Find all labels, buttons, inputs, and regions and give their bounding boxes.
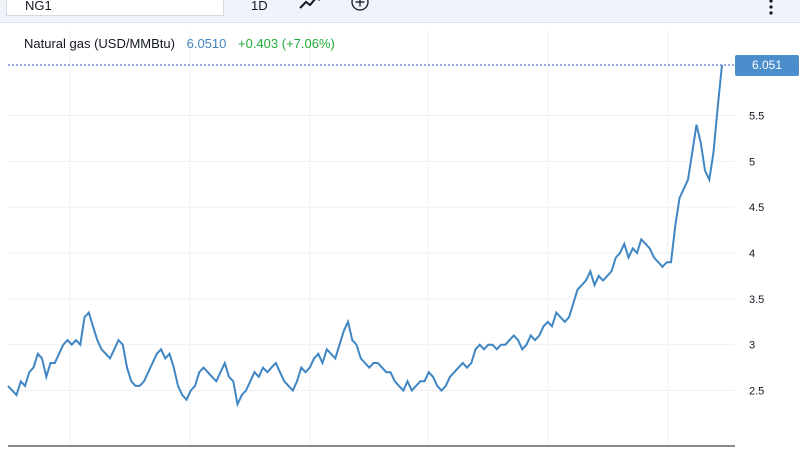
series-price: 6.0510 <box>186 36 227 51</box>
y-tick-label: 2.5 <box>749 386 764 398</box>
series-change: +0.403 (+7.06%) <box>238 36 335 51</box>
chart-grid <box>8 30 735 446</box>
y-tick-label: 5.5 <box>749 111 764 123</box>
symbol-search-input[interactable]: NG1 <box>6 0 224 16</box>
chart-legend: Natural gas (USD/MMBtu) 6.0510 +0.403 (+… <box>24 36 335 51</box>
y-tick-label: 3 <box>749 340 755 352</box>
series-name: Natural gas (USD/MMBtu) <box>24 36 175 51</box>
y-axis: 2.5 3 3.5 4 4.5 5 5.5 <box>749 111 764 398</box>
line-chart-icon[interactable] <box>298 0 322 14</box>
plus-circle-icon[interactable] <box>350 0 370 14</box>
vertical-dots-icon[interactable] <box>764 0 778 18</box>
chart-toolbar: NG1 1D <box>0 0 800 23</box>
y-tick-label: 4.5 <box>749 202 764 214</box>
interval-button[interactable]: 1D <box>251 0 268 13</box>
y-tick-label: 3.5 <box>749 294 764 306</box>
last-price-badge: 6.051 <box>735 55 799 76</box>
symbol-text: NG1 <box>25 0 52 13</box>
y-tick-label: 4 <box>749 248 755 260</box>
y-tick-label: 5 <box>749 156 755 168</box>
series-line <box>7 64 723 408</box>
